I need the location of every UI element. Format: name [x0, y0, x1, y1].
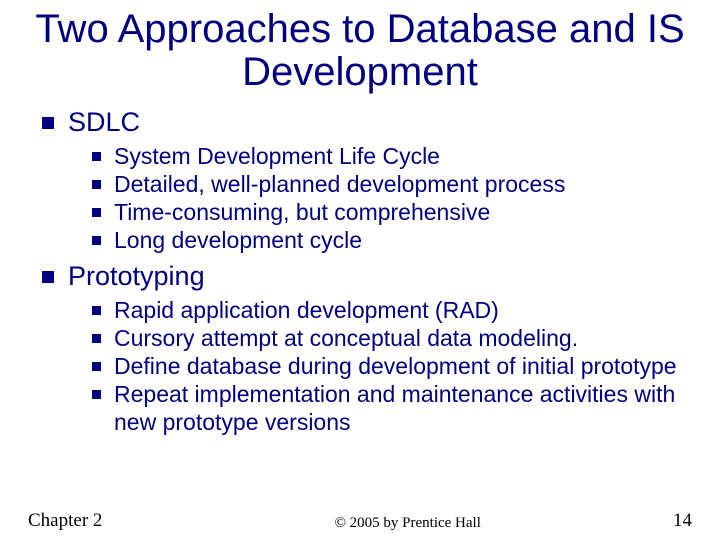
- footer-copyright: © 2005 by Prentice Hall: [142, 515, 673, 532]
- bullet-lvl1-label: SDLC: [68, 107, 140, 137]
- bullet-lvl2: Long development cycle: [88, 226, 692, 254]
- bullet-lvl1-label: Prototyping: [68, 261, 205, 291]
- footer-page-number: 14: [673, 510, 692, 532]
- bullet-lvl2: Detailed, well-planned development proce…: [88, 170, 692, 198]
- bullet-lvl2: Repeat implementation and maintenance ac…: [88, 380, 692, 436]
- footer-chapter: Chapter 2: [28, 510, 102, 532]
- bullet-sublist: System Development Life Cycle Detailed, …: [88, 142, 692, 254]
- bullet-lvl2: Rapid application development (RAD): [88, 296, 692, 324]
- slide-title: Two Approaches to Database and IS Develo…: [28, 8, 692, 94]
- bullet-lvl1: SDLC System Development Life Cycle Detai…: [36, 106, 692, 254]
- slide: Two Approaches to Database and IS Develo…: [0, 0, 720, 540]
- bullet-list: SDLC System Development Life Cycle Detai…: [36, 106, 692, 436]
- bullet-sublist: Rapid application development (RAD) Curs…: [88, 296, 692, 436]
- footer: Chapter 2 © 2005 by Prentice Hall 14: [0, 510, 720, 532]
- bullet-lvl2: Cursory attempt at conceptual data model…: [88, 324, 692, 352]
- bullet-lvl1: Prototyping Rapid application developmen…: [36, 260, 692, 436]
- bullet-lvl2: Define database during development of in…: [88, 352, 692, 380]
- bullet-lvl2: System Development Life Cycle: [88, 142, 692, 170]
- bullet-lvl2: Time-consuming, but comprehensive: [88, 198, 692, 226]
